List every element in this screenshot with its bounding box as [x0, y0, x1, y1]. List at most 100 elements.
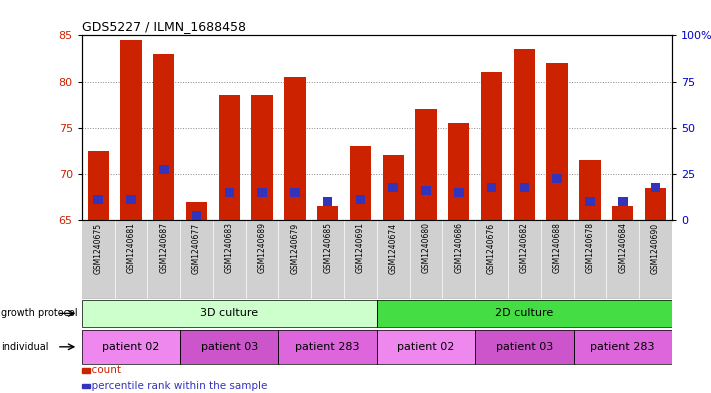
- Bar: [377, 220, 410, 299]
- Bar: [442, 220, 475, 299]
- Text: patient 283: patient 283: [295, 342, 360, 352]
- Bar: [585, 197, 594, 206]
- Bar: [82, 384, 90, 388]
- Bar: [153, 54, 174, 220]
- Text: count: count: [85, 365, 122, 375]
- Bar: [421, 186, 431, 195]
- Bar: [520, 183, 529, 193]
- Bar: [415, 109, 437, 220]
- Bar: [317, 206, 338, 220]
- Bar: [344, 220, 377, 299]
- Text: GSM1240679: GSM1240679: [290, 222, 299, 274]
- Bar: [454, 188, 464, 197]
- Bar: [225, 188, 234, 197]
- Text: GDS5227 / ILMN_1688458: GDS5227 / ILMN_1688458: [82, 20, 246, 33]
- Bar: [383, 156, 404, 220]
- Bar: [93, 195, 103, 204]
- Bar: [126, 195, 136, 204]
- Bar: [82, 300, 377, 327]
- Text: GSM1240689: GSM1240689: [257, 222, 267, 274]
- Bar: [180, 330, 279, 364]
- Bar: [180, 220, 213, 299]
- Bar: [508, 220, 541, 299]
- Bar: [618, 197, 628, 206]
- Bar: [377, 330, 475, 364]
- Bar: [487, 183, 496, 193]
- Bar: [279, 330, 377, 364]
- Bar: [180, 330, 279, 364]
- Bar: [284, 77, 306, 220]
- Text: patient 03: patient 03: [201, 342, 258, 352]
- Bar: [279, 220, 311, 299]
- Bar: [114, 220, 147, 299]
- Bar: [574, 330, 672, 364]
- Bar: [290, 188, 299, 197]
- Bar: [82, 220, 114, 299]
- Text: GSM1240675: GSM1240675: [94, 222, 102, 274]
- Bar: [377, 300, 672, 327]
- Bar: [82, 300, 377, 327]
- Text: GSM1240684: GSM1240684: [619, 222, 627, 274]
- Text: 3D culture: 3D culture: [201, 309, 258, 318]
- Text: patient 283: patient 283: [590, 342, 655, 352]
- Bar: [159, 165, 169, 174]
- Text: GSM1240688: GSM1240688: [552, 222, 562, 273]
- Bar: [350, 146, 371, 220]
- Text: GSM1240680: GSM1240680: [422, 222, 430, 274]
- Bar: [541, 220, 574, 299]
- Text: GSM1240678: GSM1240678: [585, 222, 594, 274]
- Bar: [87, 151, 109, 220]
- Text: GSM1240690: GSM1240690: [651, 222, 660, 274]
- Bar: [279, 330, 377, 364]
- Bar: [606, 220, 639, 299]
- Bar: [514, 49, 535, 220]
- Text: GSM1240691: GSM1240691: [356, 222, 365, 274]
- Bar: [356, 195, 365, 204]
- Bar: [246, 220, 279, 299]
- Bar: [82, 330, 180, 364]
- Text: GSM1240683: GSM1240683: [225, 222, 234, 274]
- Bar: [448, 123, 469, 220]
- Bar: [475, 330, 574, 364]
- Text: patient 03: patient 03: [496, 342, 553, 352]
- Bar: [552, 174, 562, 183]
- Bar: [410, 220, 442, 299]
- Bar: [388, 183, 398, 193]
- Text: GSM1240681: GSM1240681: [127, 222, 135, 273]
- Text: GSM1240677: GSM1240677: [192, 222, 201, 274]
- Bar: [651, 183, 661, 193]
- Bar: [612, 206, 634, 220]
- Bar: [639, 220, 672, 299]
- Bar: [252, 95, 273, 220]
- Bar: [475, 220, 508, 299]
- Bar: [82, 330, 180, 364]
- Text: GSM1240687: GSM1240687: [159, 222, 169, 274]
- Bar: [645, 188, 666, 220]
- Text: GSM1240686: GSM1240686: [454, 222, 464, 274]
- Bar: [377, 330, 475, 364]
- Bar: [574, 220, 606, 299]
- Bar: [147, 220, 180, 299]
- Bar: [311, 220, 344, 299]
- Bar: [574, 330, 672, 364]
- Bar: [120, 40, 141, 220]
- Bar: [547, 63, 568, 220]
- Text: GSM1240676: GSM1240676: [487, 222, 496, 274]
- Bar: [82, 368, 90, 373]
- Bar: [481, 72, 502, 220]
- Text: patient 02: patient 02: [102, 342, 160, 352]
- Text: GSM1240682: GSM1240682: [520, 222, 529, 273]
- Bar: [579, 160, 601, 220]
- Text: GSM1240685: GSM1240685: [324, 222, 332, 274]
- Bar: [475, 330, 574, 364]
- Text: 2D culture: 2D culture: [496, 309, 553, 318]
- Text: GSM1240674: GSM1240674: [389, 222, 397, 274]
- Bar: [257, 188, 267, 197]
- Text: individual: individual: [1, 342, 48, 352]
- Text: patient 02: patient 02: [397, 342, 455, 352]
- Bar: [213, 220, 246, 299]
- Bar: [186, 202, 207, 220]
- Bar: [192, 211, 201, 220]
- Bar: [323, 197, 333, 206]
- Text: percentile rank within the sample: percentile rank within the sample: [85, 381, 268, 391]
